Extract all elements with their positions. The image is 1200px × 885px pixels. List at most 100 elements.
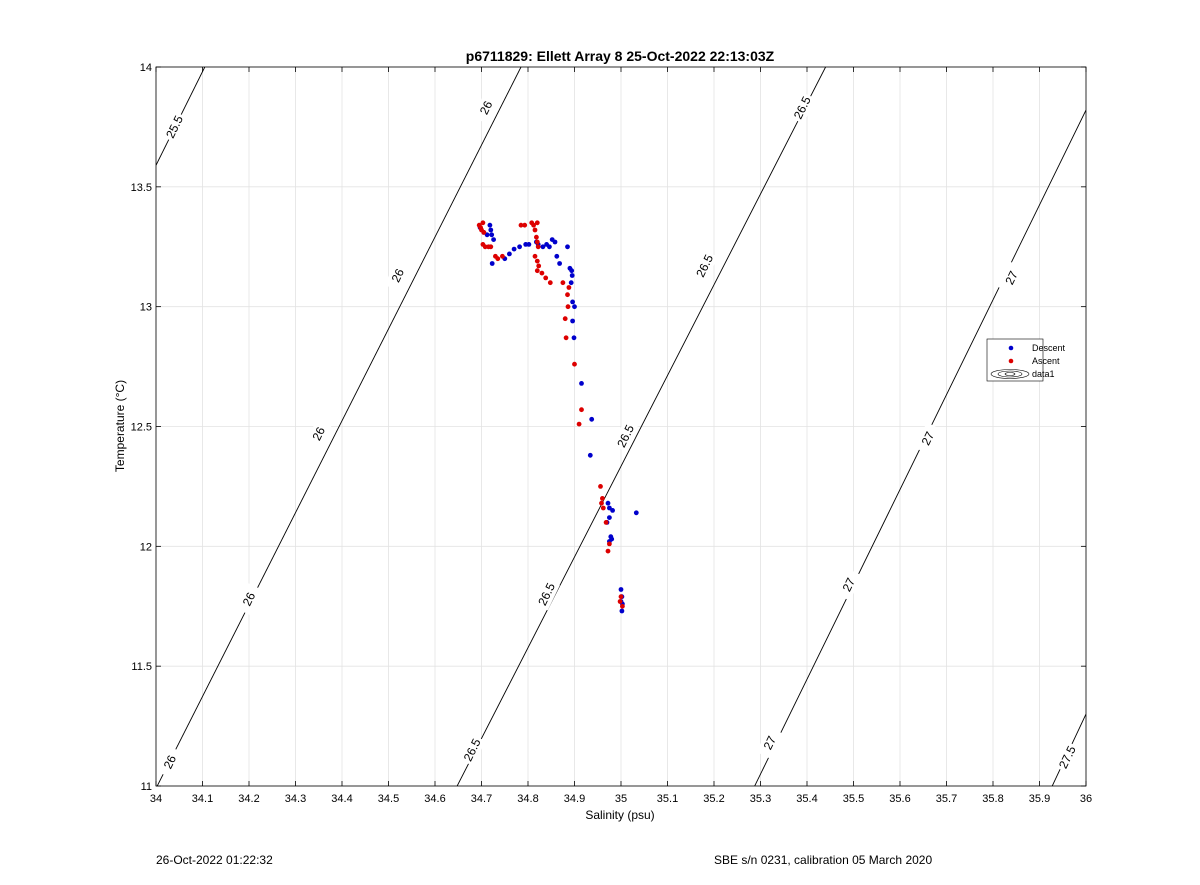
series-descent (477, 222, 639, 614)
point-descent (488, 227, 494, 233)
x-tick-label: 35.8 (982, 793, 1003, 805)
point-ascent (560, 280, 566, 286)
y-tick-label: 12.5 (131, 422, 152, 434)
point-ascent (534, 220, 540, 226)
point-ascent (534, 258, 540, 264)
grid-lines (155, 66, 1087, 787)
contour-label: 27 (761, 734, 780, 752)
legend-label-descent: Descent (1032, 343, 1066, 353)
point-descent (605, 500, 611, 506)
x-tick-label: 35.5 (843, 793, 864, 805)
x-tick-label: 34.8 (517, 793, 538, 805)
x-tick-label: 36 (1080, 793, 1092, 805)
point-ascent (495, 256, 501, 262)
point-descent (587, 452, 593, 458)
point-ascent (565, 292, 570, 298)
x-tick-label: 35.3 (750, 793, 771, 805)
point-ascent (543, 275, 549, 281)
contour-label: 26 (310, 424, 329, 442)
point-ascent (539, 270, 545, 276)
point-descent (565, 244, 570, 250)
contour-label: 26 (240, 590, 259, 608)
point-descent (491, 237, 496, 243)
point-ascent (603, 520, 609, 525)
contour-label-bg (384, 259, 412, 292)
x-tick-label: 35.7 (936, 793, 957, 805)
point-descent (526, 242, 532, 247)
contour-label-bg (998, 261, 1025, 294)
point-ascent (488, 244, 494, 250)
point-ascent (605, 548, 611, 554)
data-series (476, 220, 639, 614)
point-ascent (563, 335, 569, 341)
contour-line-26-5 (456, 67, 827, 786)
contour-label: 27 (840, 575, 859, 593)
point-descent (570, 299, 575, 305)
x-tick-label: 34.3 (285, 793, 306, 805)
point-descent (589, 416, 595, 422)
point-descent (571, 335, 577, 341)
legend-marker-ascent (1008, 358, 1014, 364)
point-descent (517, 244, 522, 250)
point-descent (557, 261, 562, 266)
y-tick-label: 11.5 (131, 661, 152, 673)
point-descent (489, 232, 495, 238)
footer-timestamp: 26-Oct-2022 01:22:32 (156, 853, 273, 867)
chart-title: p6711829: Ellett Array 8 25-Oct-2022 22:… (466, 48, 775, 64)
point-ascent (599, 500, 604, 506)
point-descent (484, 232, 490, 238)
contour-label-bg (472, 91, 500, 124)
point-ascent (620, 603, 625, 609)
point-ascent (534, 234, 539, 240)
contour-label-bg (156, 745, 184, 779)
legend-label-data1: data1 (1032, 369, 1055, 379)
x-tick-label: 34 (150, 793, 162, 805)
point-descent (552, 239, 558, 245)
point-ascent (547, 280, 553, 286)
contour-label-bg (835, 568, 863, 601)
contour-label-bg (789, 91, 816, 124)
point-ascent (562, 316, 568, 322)
series-ascent (476, 220, 625, 609)
point-ascent (534, 268, 540, 274)
y-tick-label: 13.5 (131, 182, 152, 194)
x-tick-label: 34.5 (378, 793, 399, 805)
point-descent (547, 244, 552, 250)
contour-line-26 (156, 67, 522, 786)
x-axis-ticks: 34 34.1 34.2 34.3 34.4 34.5 34.6 34.7 34.8 34.9 35… (150, 67, 1092, 805)
point-ascent (500, 253, 505, 259)
point-ascent (579, 407, 584, 413)
point-ascent (600, 496, 605, 501)
contour-label-bg (691, 249, 719, 283)
point-ascent (482, 244, 488, 250)
point-ascent (531, 222, 536, 228)
contour-label-bg (161, 110, 188, 144)
point-ascent (481, 230, 487, 235)
legend-marker-descent (1008, 345, 1014, 351)
x-tick-label: 35.1 (657, 793, 678, 805)
point-descent (511, 246, 517, 252)
point-ascent (536, 263, 542, 269)
point-ascent (618, 594, 624, 600)
contour-label-bg (1054, 741, 1081, 774)
point-descent (570, 318, 575, 324)
point-descent (610, 508, 615, 513)
point-ascent (572, 361, 577, 367)
point-ascent (607, 541, 612, 547)
x-tick-label: 34.6 (424, 793, 445, 805)
point-ascent (566, 285, 572, 290)
y-tick-label: 12 (140, 541, 152, 553)
x-tick-label: 35.4 (796, 793, 817, 805)
legend-label-ascent: Ascent (1032, 356, 1060, 366)
contour-label-bg (533, 578, 560, 611)
y-axis-ticks: 11 11.5 12 12.5 13 13.5 14 (131, 62, 1086, 793)
point-ascent (532, 227, 538, 233)
point-descent (607, 515, 612, 520)
point-descent (507, 251, 512, 257)
x-tick-label: 34.9 (564, 793, 585, 805)
footer-calibration: SBE s/n 0231, calibration 05 March 2020 (714, 853, 933, 867)
x-tick-label: 34.1 (192, 793, 213, 805)
point-ascent (518, 222, 524, 228)
y-tick-label: 11 (141, 781, 152, 793)
contour-label: 26 (389, 266, 408, 284)
